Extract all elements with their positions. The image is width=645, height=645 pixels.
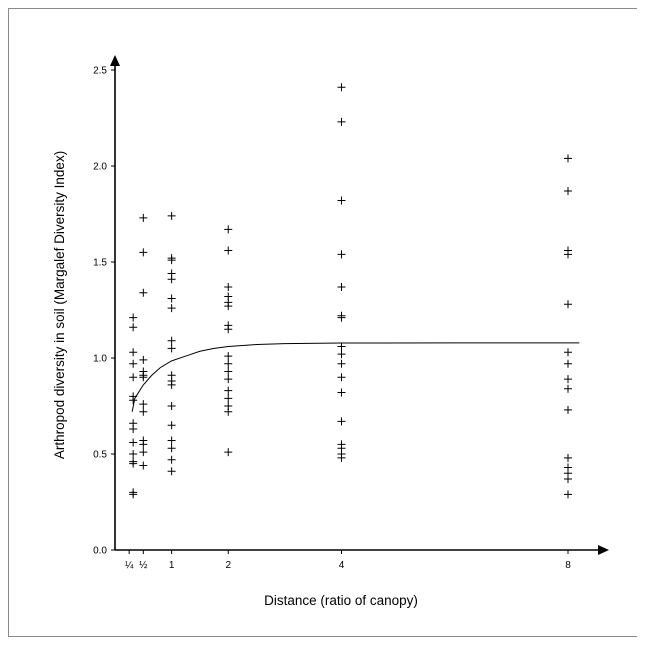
y-tick-label: 2.0 bbox=[93, 162, 107, 173]
data-point bbox=[337, 342, 346, 351]
data-point bbox=[129, 348, 138, 357]
data-point bbox=[167, 455, 176, 464]
data-point bbox=[139, 213, 148, 222]
axes bbox=[110, 55, 609, 555]
x-tick-label: 2 bbox=[225, 560, 231, 571]
data-point bbox=[139, 461, 148, 470]
fitted-curve bbox=[131, 342, 580, 412]
y-tick-label: 2.5 bbox=[93, 66, 107, 77]
data-point bbox=[167, 436, 176, 445]
data-point bbox=[129, 313, 138, 322]
data-point bbox=[167, 294, 176, 303]
y-tick-label: 1.0 bbox=[93, 354, 107, 365]
x-tick-label: ¼ bbox=[125, 559, 134, 571]
x-axis-arrow bbox=[598, 545, 609, 555]
data-point bbox=[564, 348, 572, 357]
y-tick-label: 0.5 bbox=[93, 450, 107, 461]
data-point bbox=[564, 405, 572, 414]
data-point bbox=[564, 186, 572, 195]
data-point bbox=[337, 196, 346, 205]
data-point bbox=[167, 444, 176, 453]
data-point bbox=[129, 323, 138, 332]
y-tick-label: 0.0 bbox=[93, 546, 107, 557]
data-point bbox=[129, 438, 138, 447]
figure-frame bbox=[8, 8, 637, 637]
data-point bbox=[224, 394, 233, 403]
data-point bbox=[129, 450, 138, 458]
data-point bbox=[564, 474, 572, 483]
data-point bbox=[564, 154, 572, 163]
data-point bbox=[224, 225, 233, 234]
data-point bbox=[129, 396, 138, 405]
data-point bbox=[224, 246, 233, 255]
data-point bbox=[167, 275, 176, 284]
data-point bbox=[167, 304, 176, 313]
x-tick-label: 8 bbox=[565, 560, 571, 571]
data-point bbox=[564, 453, 572, 462]
data-point bbox=[139, 248, 148, 257]
data-point bbox=[224, 282, 233, 291]
data-point bbox=[564, 300, 572, 309]
data-point bbox=[564, 375, 572, 384]
data-point bbox=[139, 355, 148, 364]
data-point bbox=[129, 459, 138, 468]
data-point bbox=[139, 400, 148, 409]
data-point bbox=[564, 490, 572, 499]
y-tick-label: 1.5 bbox=[93, 258, 107, 269]
data-point bbox=[337, 417, 346, 426]
data-point bbox=[129, 373, 138, 382]
data-point bbox=[564, 359, 572, 368]
x-tick-label: 1 bbox=[169, 560, 175, 571]
y-ticks: 0.0 0.5 1.0 1.5 2.0 2.5 bbox=[93, 66, 115, 557]
data-point bbox=[337, 373, 346, 382]
data-point bbox=[224, 302, 233, 311]
data-points bbox=[129, 83, 572, 499]
data-point bbox=[224, 367, 233, 376]
data-point bbox=[337, 313, 346, 322]
data-point bbox=[337, 359, 346, 368]
data-point bbox=[564, 250, 572, 259]
data-point bbox=[129, 359, 138, 368]
data-point bbox=[224, 325, 233, 334]
data-point bbox=[139, 288, 148, 297]
data-point bbox=[564, 384, 572, 393]
data-point bbox=[167, 402, 176, 410]
data-point bbox=[167, 467, 176, 476]
data-point bbox=[224, 352, 233, 361]
data-point bbox=[167, 380, 176, 389]
data-point bbox=[139, 448, 148, 457]
data-point bbox=[224, 359, 233, 368]
x-axis-title: Distance (ratio of canopy) bbox=[264, 593, 418, 608]
x-tick-label: 4 bbox=[339, 560, 345, 571]
data-point bbox=[337, 250, 346, 259]
y-axis-arrow bbox=[110, 55, 120, 66]
data-point bbox=[224, 375, 233, 384]
data-point bbox=[167, 336, 176, 345]
data-point bbox=[224, 386, 233, 395]
data-point bbox=[337, 282, 346, 291]
data-point bbox=[337, 117, 346, 126]
data-point bbox=[167, 344, 176, 353]
data-point bbox=[337, 453, 346, 462]
x-tick-label: ½ bbox=[139, 560, 148, 571]
data-point bbox=[337, 83, 346, 92]
y-axis-title: Arthropod diversity in soil (Margalef Di… bbox=[52, 151, 67, 459]
data-point bbox=[129, 490, 138, 499]
data-point bbox=[224, 407, 233, 416]
data-point bbox=[167, 211, 176, 220]
data-point bbox=[337, 388, 346, 397]
data-point bbox=[139, 373, 148, 382]
data-point bbox=[224, 448, 233, 457]
data-point bbox=[129, 425, 138, 434]
data-point bbox=[167, 256, 176, 265]
data-point bbox=[139, 407, 148, 416]
data-point bbox=[139, 440, 148, 449]
data-point bbox=[337, 350, 346, 359]
data-point bbox=[167, 421, 176, 430]
